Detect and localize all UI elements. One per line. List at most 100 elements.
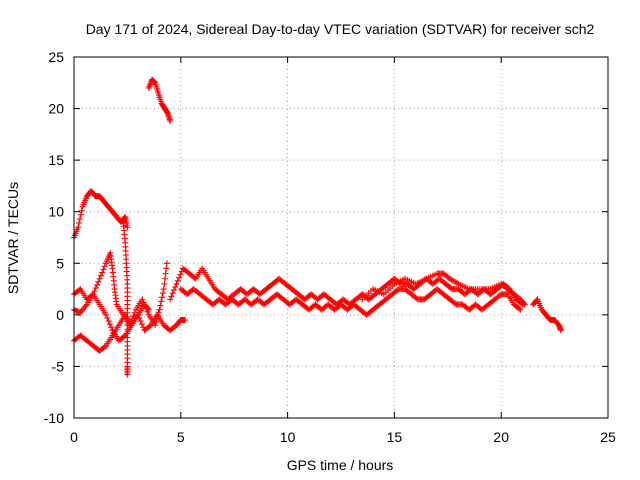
series-track-j bbox=[530, 296, 565, 334]
data-point bbox=[124, 224, 131, 231]
data-point bbox=[94, 281, 101, 288]
data-point bbox=[77, 211, 84, 218]
data-point bbox=[138, 321, 145, 328]
x-tick-label: 20 bbox=[493, 429, 509, 445]
data-point bbox=[191, 274, 198, 281]
data-point bbox=[161, 275, 168, 282]
data-point bbox=[146, 323, 153, 330]
data-point bbox=[99, 269, 106, 276]
data-point bbox=[105, 318, 112, 325]
data-layer bbox=[71, 76, 565, 378]
data-point bbox=[167, 296, 174, 303]
data-point bbox=[91, 288, 98, 295]
series-track-b bbox=[120, 219, 131, 378]
data-point bbox=[169, 290, 176, 297]
data-point bbox=[159, 294, 166, 301]
data-point bbox=[167, 117, 174, 124]
y-axis-title: SDTVAR / TECUs bbox=[5, 182, 21, 294]
data-point bbox=[151, 79, 158, 86]
data-point bbox=[163, 265, 170, 272]
data-point bbox=[177, 271, 184, 278]
data-point bbox=[108, 324, 115, 331]
data-point bbox=[174, 277, 181, 284]
data-point bbox=[145, 306, 152, 313]
y-tick-label: -5 bbox=[52, 358, 65, 374]
data-point bbox=[144, 305, 151, 312]
data-point bbox=[124, 371, 131, 378]
y-tick-label: 25 bbox=[48, 49, 64, 65]
x-tick-label: 0 bbox=[70, 429, 78, 445]
data-point bbox=[413, 295, 420, 302]
data-point bbox=[162, 270, 169, 277]
data-point bbox=[447, 285, 454, 292]
data-point bbox=[157, 302, 164, 309]
data-point bbox=[95, 278, 102, 285]
data-point bbox=[103, 311, 110, 318]
data-point bbox=[121, 214, 128, 221]
data-point bbox=[558, 327, 565, 334]
data-point bbox=[97, 272, 104, 279]
data-point bbox=[78, 207, 85, 214]
data-point bbox=[520, 300, 527, 307]
data-point bbox=[517, 306, 524, 313]
data-point bbox=[100, 266, 107, 273]
data-point bbox=[153, 319, 160, 326]
y-tick-label: 10 bbox=[48, 204, 64, 220]
data-point bbox=[172, 284, 179, 291]
data-point bbox=[394, 287, 401, 294]
data-point bbox=[88, 292, 95, 299]
data-point bbox=[182, 317, 189, 324]
data-point bbox=[168, 293, 175, 300]
gridlines bbox=[74, 57, 608, 418]
data-point bbox=[101, 263, 108, 270]
data-point bbox=[173, 280, 180, 287]
x-tick-label: 15 bbox=[387, 429, 403, 445]
x-tick-label: 25 bbox=[600, 429, 616, 445]
data-point bbox=[150, 78, 157, 85]
data-point bbox=[104, 314, 111, 321]
series-track-i bbox=[359, 270, 528, 308]
y-tick-labels: -10 -5 0 5 10 15 20 25 bbox=[44, 49, 64, 426]
data-point bbox=[76, 309, 83, 316]
data-point bbox=[92, 285, 99, 292]
data-point bbox=[76, 215, 83, 222]
data-point bbox=[136, 314, 143, 321]
y-tick-label: 20 bbox=[48, 101, 64, 117]
axis-ticks bbox=[73, 56, 609, 419]
data-point bbox=[496, 292, 503, 299]
y-tick-label: -10 bbox=[44, 410, 64, 426]
x-axis-title: GPS time / hours bbox=[287, 457, 394, 473]
data-point bbox=[73, 307, 80, 314]
y-tick-label: 5 bbox=[56, 255, 64, 271]
data-point bbox=[161, 280, 168, 287]
data-point bbox=[76, 220, 83, 227]
data-point bbox=[159, 290, 166, 297]
data-point bbox=[139, 296, 146, 303]
data-point bbox=[521, 301, 528, 308]
x-tick-label: 5 bbox=[177, 429, 185, 445]
data-point bbox=[96, 275, 103, 282]
data-point bbox=[452, 300, 459, 307]
y-tick-label: 15 bbox=[48, 152, 64, 168]
data-point bbox=[516, 305, 523, 312]
x-tick-label: 10 bbox=[280, 429, 296, 445]
data-point bbox=[75, 224, 82, 231]
data-point bbox=[158, 298, 165, 305]
series-track-h bbox=[177, 286, 524, 318]
data-point bbox=[76, 287, 83, 294]
data-point bbox=[120, 333, 127, 340]
data-point bbox=[160, 286, 167, 293]
y-tick-label: 0 bbox=[56, 307, 64, 323]
data-point bbox=[170, 287, 177, 294]
data-point bbox=[101, 343, 108, 350]
x-tick-labels: 0 5 10 15 20 25 bbox=[70, 429, 616, 445]
plot-frame bbox=[73, 56, 609, 419]
data-point bbox=[130, 312, 137, 319]
chart-title: Day 171 of 2024, Sidereal Day-to-day VTE… bbox=[86, 21, 595, 37]
data-point bbox=[106, 321, 113, 328]
data-point bbox=[72, 307, 79, 314]
series-track-e bbox=[71, 286, 152, 344]
series-track-a bbox=[71, 188, 131, 241]
data-point bbox=[156, 306, 163, 313]
